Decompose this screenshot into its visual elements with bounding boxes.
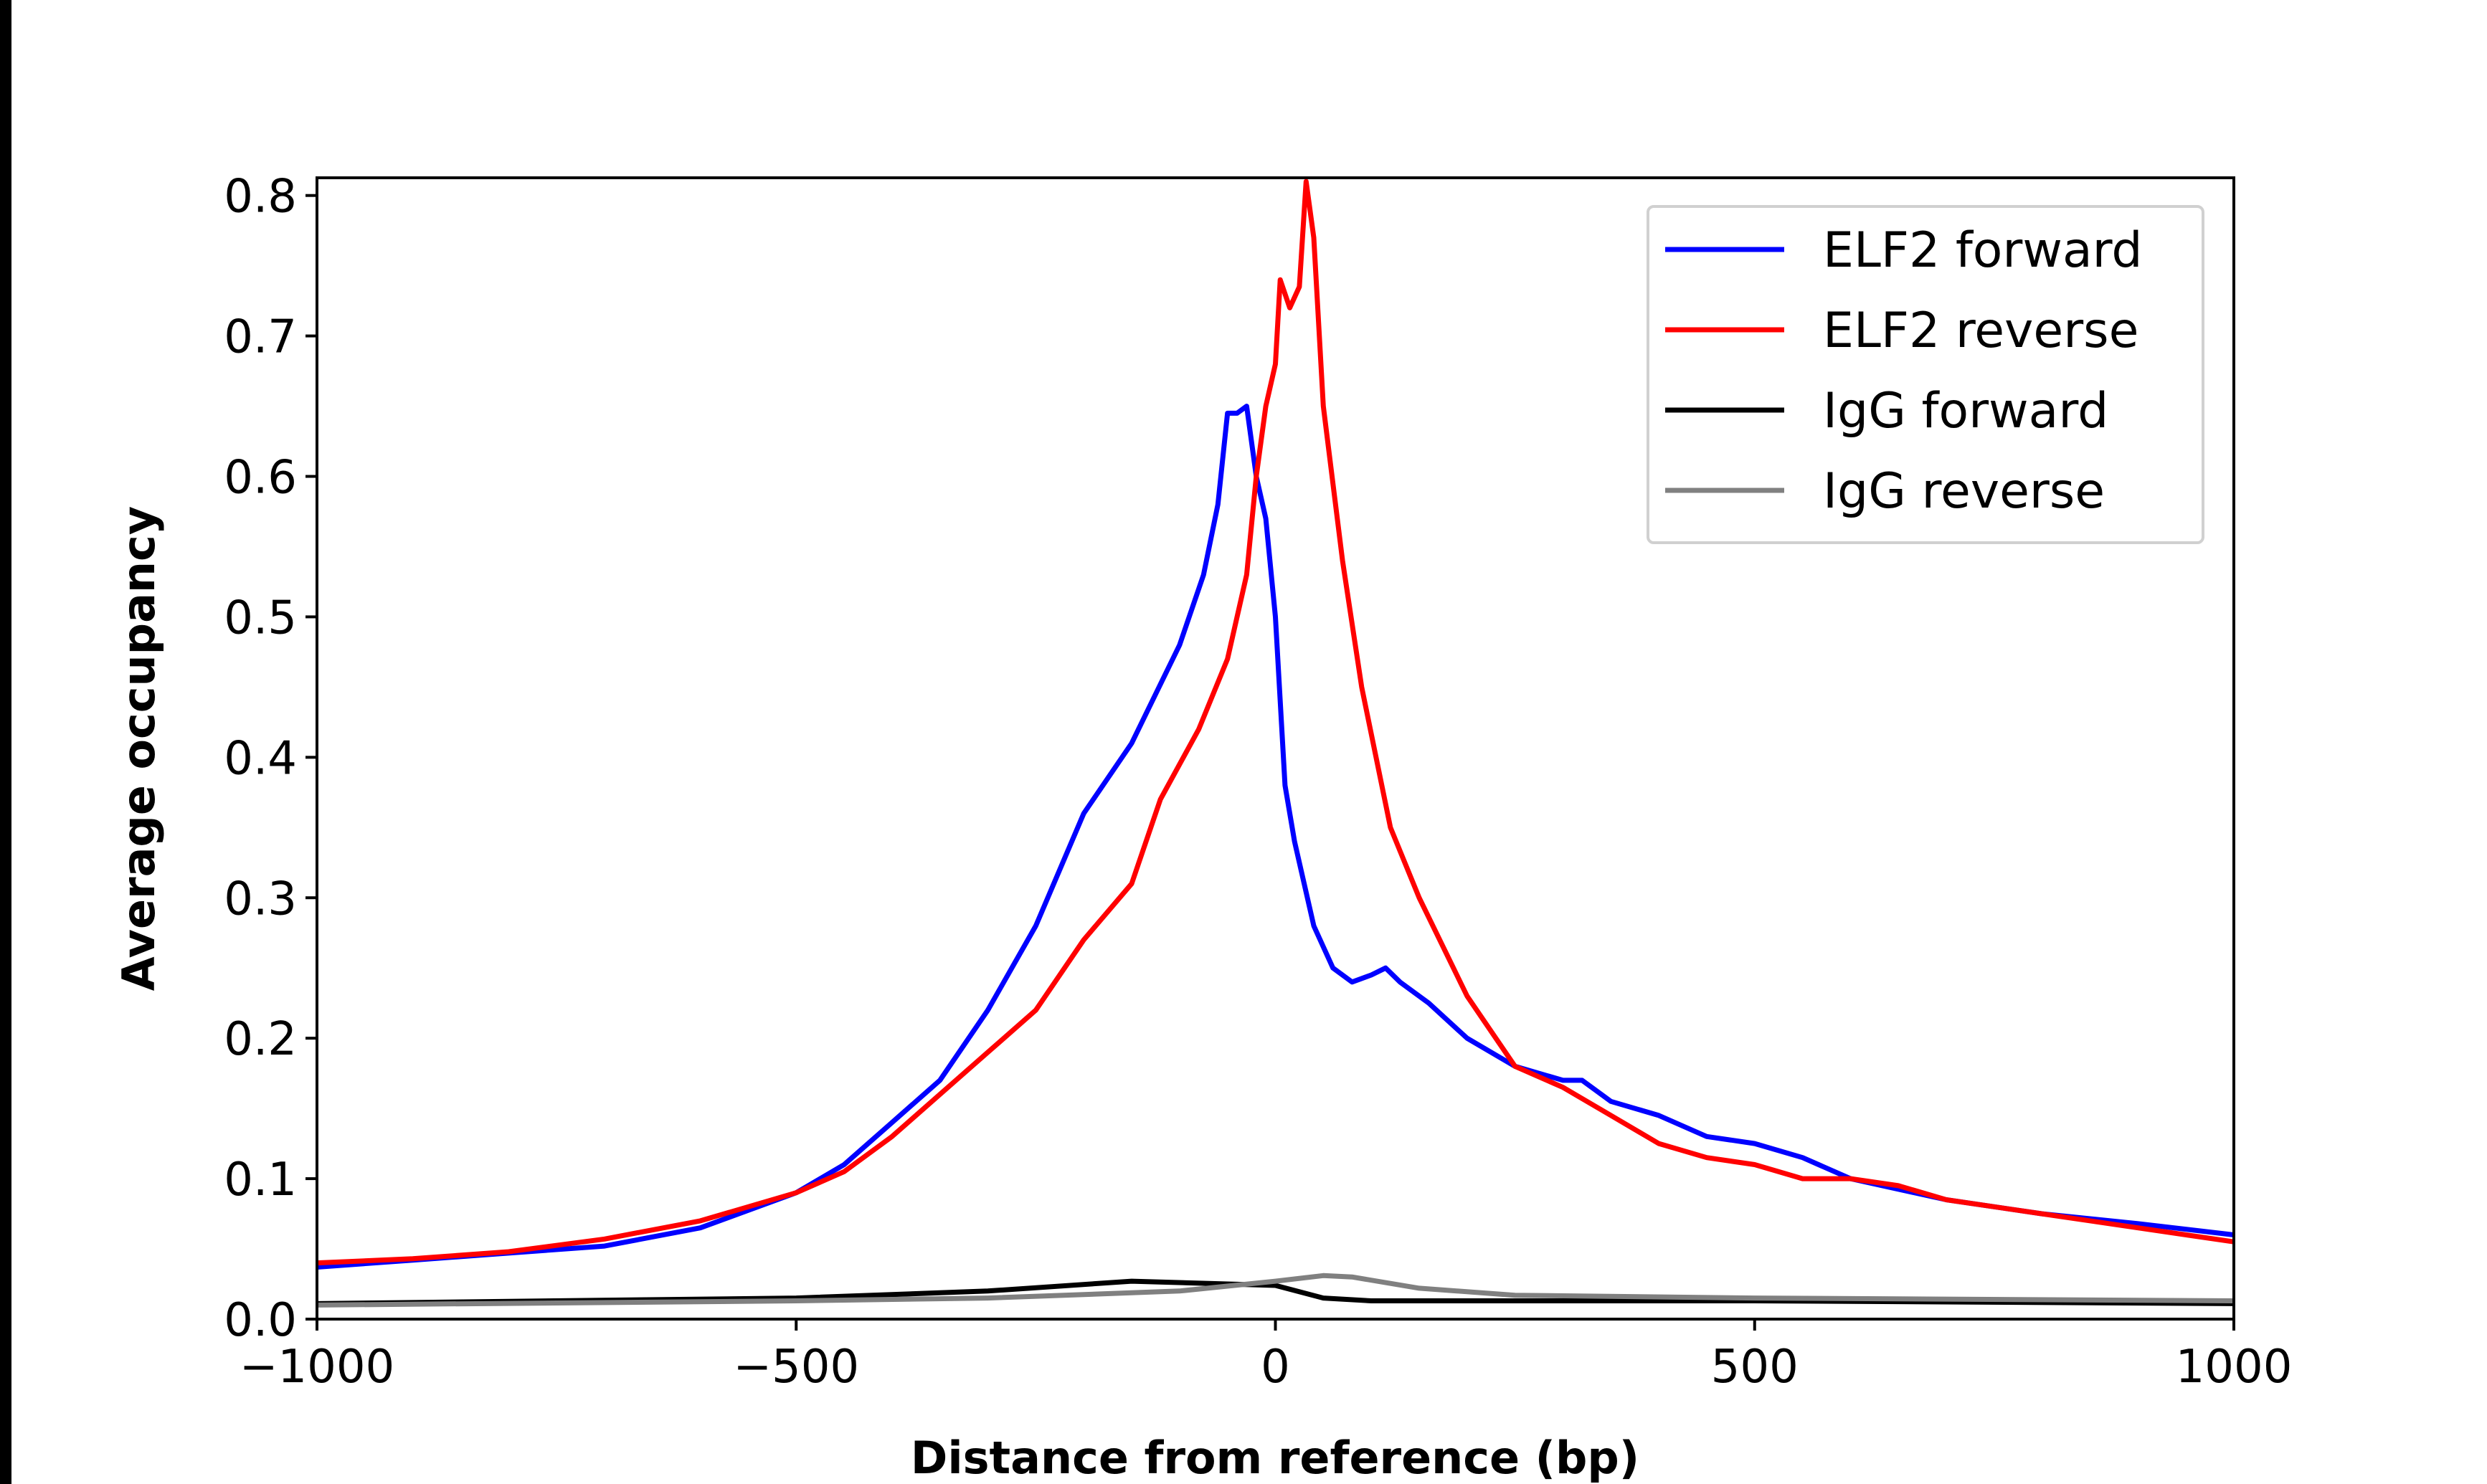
- x-tick-label: 1000: [2176, 1341, 2293, 1394]
- x-tick-label: −1000: [240, 1341, 395, 1394]
- x-tick-label: 0: [1261, 1341, 1290, 1394]
- plot-area: [316, 179, 2235, 1308]
- y-axis-label: Average occupancy: [113, 506, 165, 991]
- series-line-elf2-forward: [316, 404, 2235, 1270]
- y-tick-label: 0.4: [224, 732, 297, 785]
- legend-box: [1647, 205, 2204, 544]
- y-tick-label: 0.3: [224, 872, 297, 926]
- y-tick-label: 0.0: [224, 1294, 297, 1347]
- legend-label: IgG forward: [1823, 383, 2108, 439]
- x-tick-label: −500: [733, 1341, 859, 1394]
- left-border: [0, 0, 11, 1484]
- series-line-igg-forward: [316, 1278, 2235, 1306]
- series-line-elf2-reverse: [316, 179, 2235, 1266]
- x-axis: −1000 −500 0 500 1000: [240, 1319, 2293, 1394]
- y-tick-label: 0.2: [224, 1013, 297, 1066]
- y-tick-label: 0.1: [224, 1154, 297, 1207]
- y-axis: 0.0 0.1 0.2 0.3 0.4 0.5 0.6 0.7 0.8: [224, 171, 317, 1347]
- legend-label: ELF2 reverse: [1823, 303, 2138, 359]
- x-axis-label: Distance from reference (bp): [911, 1432, 1639, 1484]
- legend-label: IgG reverse: [1823, 463, 2105, 520]
- y-tick-label: 0.8: [224, 171, 297, 224]
- legend: ELF2 forward ELF2 reverse IgG forward IgG r…: [1647, 205, 2204, 544]
- y-tick-label: 0.7: [224, 311, 297, 364]
- legend-label: ELF2 forward: [1823, 222, 2143, 279]
- y-tick-label: 0.5: [224, 591, 297, 645]
- y-tick-label: 0.6: [224, 452, 297, 505]
- series-line-igg-reverse: [316, 1273, 2235, 1308]
- x-tick-label: 500: [1711, 1341, 1799, 1394]
